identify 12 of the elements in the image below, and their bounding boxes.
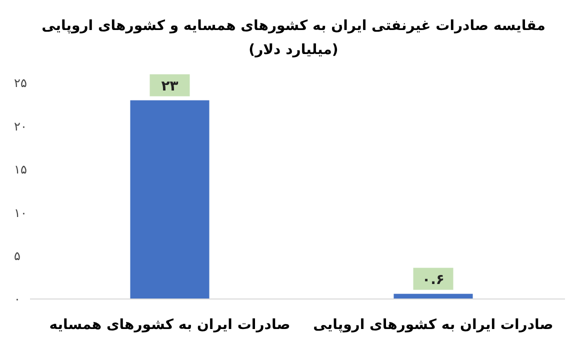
data-label: ۰.۶ [422, 272, 444, 288]
y-tick-label: ۲۵ [14, 76, 27, 90]
chart-title: مقایسه صادرات غیرنفتی ایران به کشورهای همسایه و کشورهای اروپایی [42, 18, 546, 34]
y-tick-label: ۱۵ [14, 162, 27, 177]
y-tick-label: ۲۰ [14, 119, 27, 134]
y-tick-label: ۱۰ [14, 206, 27, 220]
y-tick-label: ۰ [14, 292, 20, 306]
x-tick-label: صادرات ایران به کشورهای همسایه [49, 317, 290, 333]
y-tick-label: ۵ [14, 249, 20, 263]
x-tick-label: صادرات ایران به کشورهای اروپایی [313, 317, 554, 333]
chart-subtitle: (میلیارد دلار) [248, 42, 338, 58]
data-label: ۲۳ [161, 78, 179, 94]
